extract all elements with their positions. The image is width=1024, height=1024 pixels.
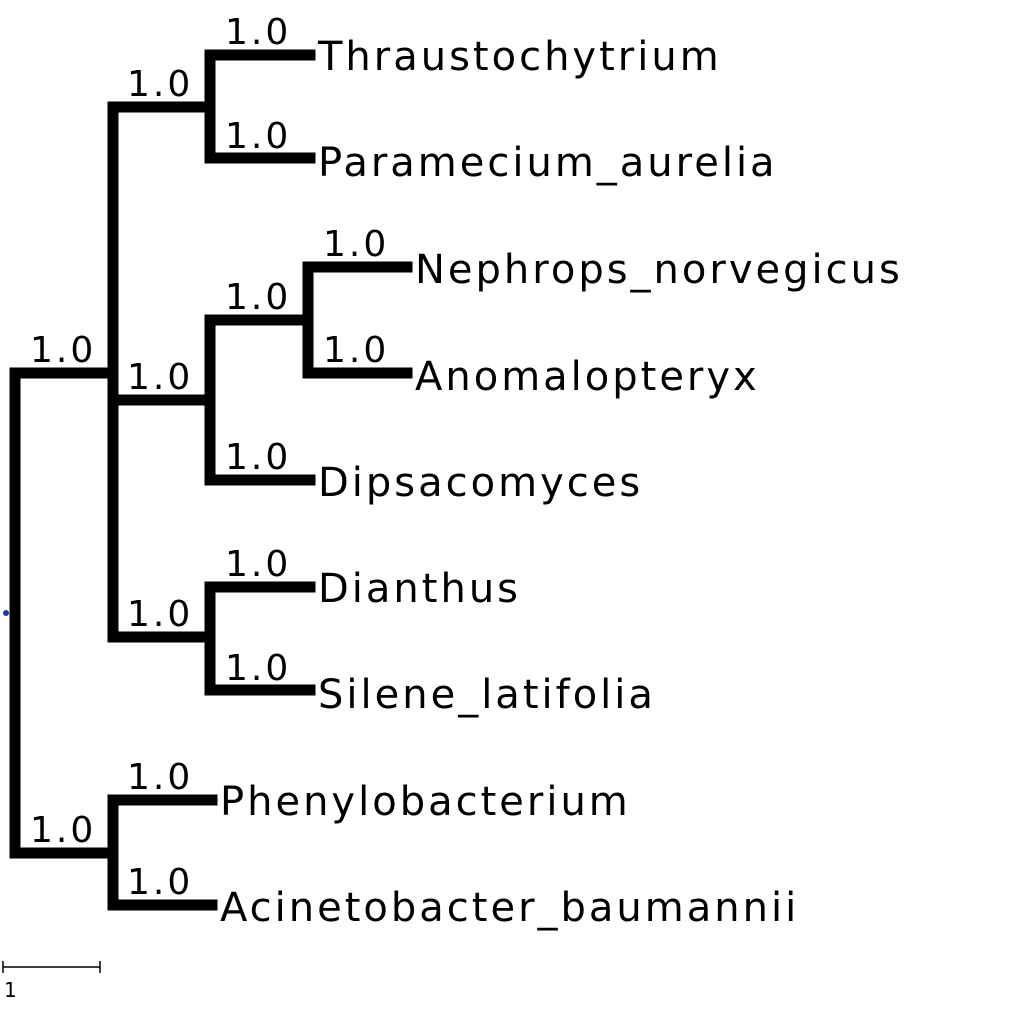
leaf-silene: Silene_latifolia bbox=[318, 672, 656, 718]
leaf-paramecium: Paramecium_aurelia bbox=[318, 140, 778, 186]
support-thraus-param: 1.0 bbox=[225, 277, 291, 318]
leaf-nephrops: Nephrops_norvegicus bbox=[415, 247, 903, 293]
support-paramecium: 1.0 bbox=[225, 116, 291, 157]
support-opisthokont: 1.0 bbox=[127, 357, 193, 398]
support-root: 1.0 bbox=[30, 330, 96, 371]
leaf-dipsacomyces: Dipsacomyces bbox=[318, 460, 643, 506]
support-thraustochytrium: 1.0 bbox=[225, 12, 291, 53]
tree-branches bbox=[9, 49, 413, 911]
leaf-anomalopteryx: Anomalopteryx bbox=[415, 354, 760, 400]
leaf-thraustochytrium: Thraustochytrium bbox=[317, 34, 722, 80]
leaf-labels: Thraustochytrium Paramecium_aurelia Neph… bbox=[220, 34, 903, 931]
support-eukaryotes: 1.0 bbox=[127, 64, 193, 105]
support-phenylobacterium: 1.0 bbox=[127, 757, 193, 798]
root-marker bbox=[3, 610, 9, 616]
support-values: 1.0 1.0 1.0 1.0 1.0 1.0 1.0 1.0 1.0 1.0 … bbox=[30, 12, 389, 903]
support-dianthus: 1.0 bbox=[225, 544, 291, 585]
leaf-acinetobacter: Acinetobacter_baumannii bbox=[220, 885, 799, 931]
support-acinetobacter: 1.0 bbox=[127, 862, 193, 903]
support-silene: 1.0 bbox=[225, 648, 291, 689]
leaf-dianthus: Dianthus bbox=[318, 566, 521, 612]
scale-bar bbox=[2, 961, 101, 973]
support-dianthus-silene: 1.0 bbox=[127, 594, 193, 635]
support-nephrops: 1.0 bbox=[323, 224, 389, 265]
support-dipsacomyces: 1.0 bbox=[225, 437, 291, 478]
support-anomalopteryx: 1.0 bbox=[323, 330, 389, 371]
scale-bar-label: 1 bbox=[4, 978, 20, 1002]
support-bacteria: 1.0 bbox=[30, 810, 96, 851]
leaf-phenylobacterium: Phenylobacterium bbox=[220, 779, 631, 825]
